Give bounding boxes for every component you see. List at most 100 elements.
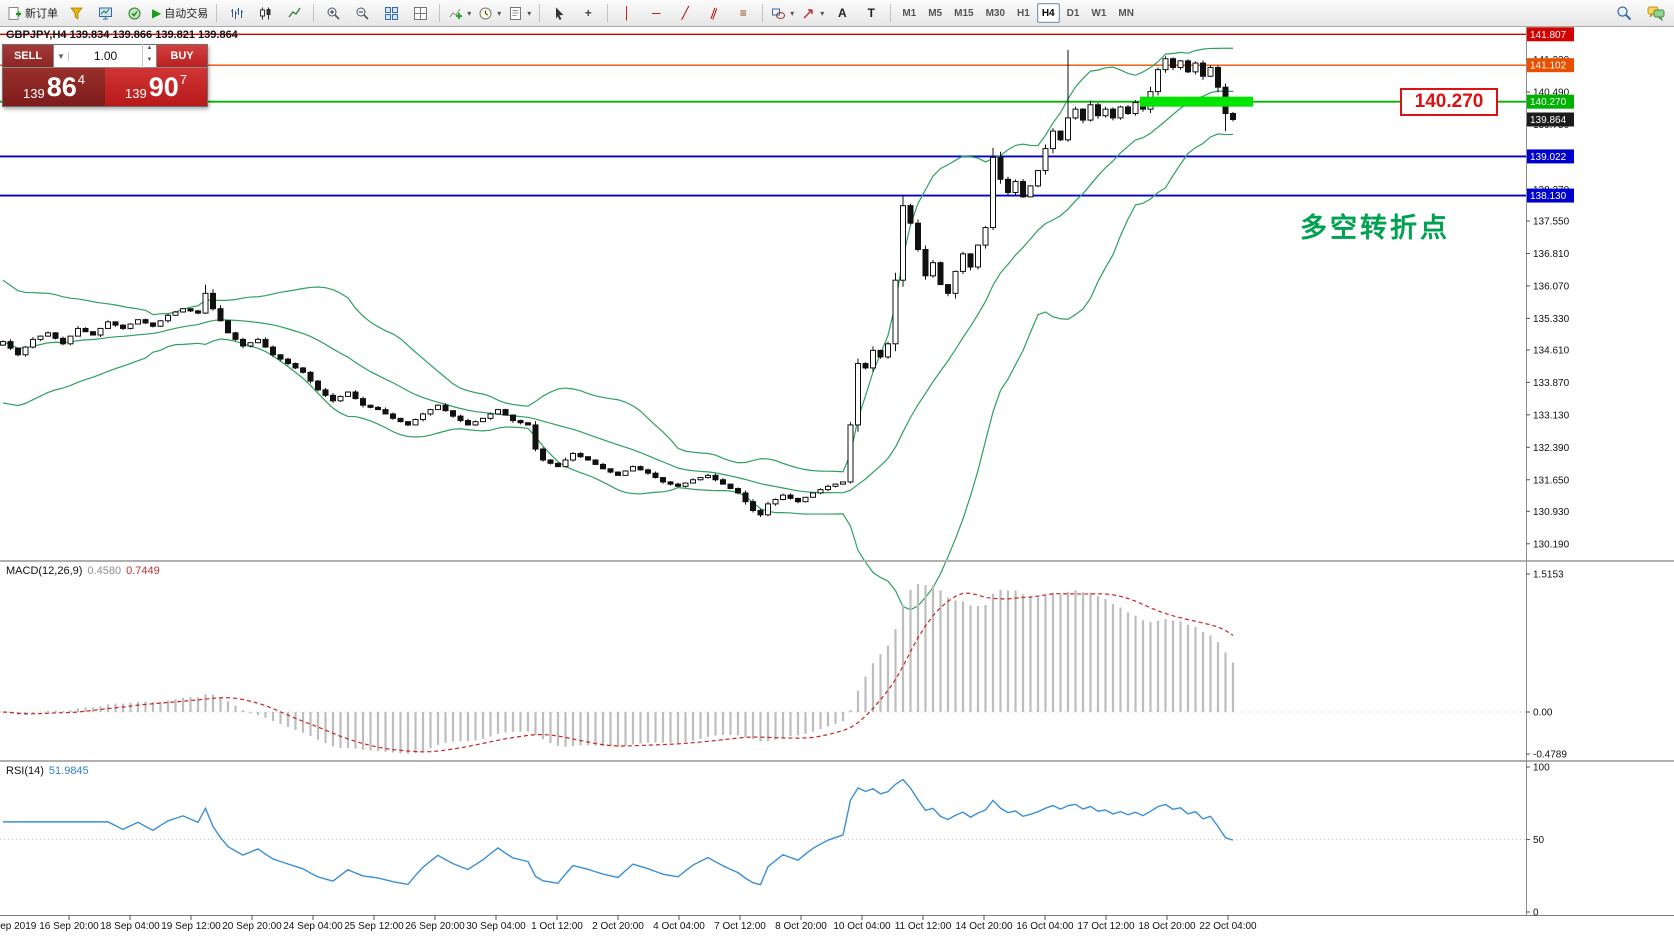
dropdown-arrow-icon: ▾ <box>527 8 532 18</box>
search-button[interactable] <box>1610 3 1638 23</box>
sell-price-box[interactable]: 139 86 4 <box>3 68 105 106</box>
timeframe-button-W1[interactable]: W1 <box>1091 7 1107 19</box>
svg-text:7 Oct 12:00: 7 Oct 12:00 <box>714 921 766 932</box>
arrow-icon <box>803 8 814 19</box>
fibonacci-tool-button[interactable]: ≡ <box>729 3 757 23</box>
svg-text:134.610: 134.610 <box>1533 345 1570 356</box>
crosshair-icon: + <box>584 6 592 20</box>
buy-price-box[interactable]: 139 90 7 <box>105 68 207 106</box>
sell-button[interactable]: SELL <box>3 45 53 67</box>
svg-text:133.870: 133.870 <box>1533 378 1570 389</box>
line-chart-mode-button[interactable] <box>280 3 308 23</box>
svg-text:140.490: 140.490 <box>1533 88 1570 99</box>
timeframe-button-M30[interactable]: M30 <box>985 7 1006 19</box>
sell-price-fraction: 4 <box>77 72 85 87</box>
chart-decorations <box>0 26 1674 916</box>
dropdown-arrow-icon: ▾ <box>467 8 472 18</box>
svg-text:135.330: 135.330 <box>1533 314 1570 325</box>
timeframe-button-M1[interactable]: M1 <box>902 7 917 19</box>
templates-button[interactable]: ▾ <box>505 3 534 23</box>
volume-down-icon[interactable]: ▼ <box>146 57 153 63</box>
svg-text:25 Sep 12:00: 25 Sep 12:00 <box>344 921 404 932</box>
mql5-button[interactable] <box>62 3 90 23</box>
vertical-line-tool-button[interactable]: │ <box>613 3 641 23</box>
rsi-value: 51.9845 <box>48 765 89 777</box>
text-tool-button[interactable]: A <box>828 3 856 23</box>
community-chat-button[interactable] <box>1642 3 1670 23</box>
zoom-in-button[interactable] <box>319 3 347 23</box>
price-tag-139.864 <box>1527 112 1574 127</box>
volume-dropdown-icon[interactable]: ▼ <box>54 51 69 61</box>
timeframe-button-MN[interactable]: MN <box>1118 7 1134 19</box>
bollinger-bands <box>2 47 1234 611</box>
svg-text:1 Oct 12:00: 1 Oct 12:00 <box>531 921 583 932</box>
svg-text:141.807: 141.807 <box>1530 30 1567 41</box>
svg-text:20 Sep 20:00: 20 Sep 20:00 <box>222 921 282 932</box>
trendline-tool-button[interactable]: ╱ <box>671 3 699 23</box>
one-click-trading-panel: SELL ▼ 1.00 ▲ ▼ BUY 139 86 4 139 90 7 <box>2 44 208 107</box>
shapes-tool-button[interactable]: ▾ <box>768 3 797 23</box>
trendline-icon: ╱ <box>681 6 689 20</box>
dropdown-arrow-icon: ▾ <box>790 8 795 18</box>
funnel-icon <box>69 7 83 20</box>
toolbar-separator <box>607 4 609 22</box>
crosshair-tool-button[interactable]: + <box>574 3 602 23</box>
price-tag-138.130 <box>1527 188 1574 203</box>
horizontal-line-tool-button[interactable]: ─ <box>642 3 670 23</box>
svg-text:137.550: 137.550 <box>1533 216 1570 227</box>
chart-ohlc-header: GBPJPY,H4 139.834 139.866 139.821 139.86… <box>6 29 238 41</box>
new-order-button[interactable]: 新订单 <box>4 3 61 23</box>
price-tag-141.102 <box>1527 58 1574 73</box>
svg-text:-0.4789: -0.4789 <box>1533 750 1567 761</box>
bar-chart-mode-button[interactable] <box>222 3 250 23</box>
market-watch-button[interactable] <box>91 3 119 23</box>
toolbar-separator <box>439 4 441 22</box>
tile-windows-button[interactable] <box>377 3 405 23</box>
candlestick-mode-button[interactable] <box>251 3 279 23</box>
price-scale: 141.230140.490139.750139.010138.270137.5… <box>1526 27 1574 550</box>
timeframe-button-M15[interactable]: M15 <box>954 7 974 19</box>
toolbar-right-group <box>1610 3 1670 23</box>
channel-tool-button[interactable]: ∥ <box>700 3 728 23</box>
volume-input[interactable]: 1.00 <box>93 49 118 63</box>
timeframe-button-D1[interactable]: D1 <box>1066 7 1080 19</box>
cursor-tool-button[interactable] <box>545 3 573 23</box>
strategy-tester-button[interactable] <box>120 3 148 23</box>
svg-text:136.070: 136.070 <box>1533 281 1570 292</box>
text-label-tool-button[interactable]: T <box>857 3 885 23</box>
candlestick-icon <box>259 7 271 19</box>
new-order-icon <box>8 6 21 20</box>
svg-text:139.864: 139.864 <box>1530 115 1567 126</box>
svg-text:132.390: 132.390 <box>1533 443 1570 454</box>
auto-arrange-button[interactable] <box>406 3 434 23</box>
autotrading-button[interactable]: ▶ 自动交易 <box>149 3 211 23</box>
horizontal-line-objects[interactable] <box>0 33 1526 197</box>
cursor-icon <box>555 7 564 20</box>
sell-price-bigfigure: 139 <box>23 86 45 101</box>
buy-price-pips: 90 <box>148 71 179 102</box>
buy-button[interactable]: BUY <box>157 45 207 67</box>
timeframe-button-H4[interactable]: H4 <box>1036 3 1060 23</box>
toolbar-separator <box>539 4 541 22</box>
turning-point-annotation[interactable]: 多空转折点 <box>1300 213 1450 243</box>
svg-text:13 Sep 2019: 13 Sep 2019 <box>0 921 37 932</box>
toolbar-separator <box>216 4 218 22</box>
buy-price-fraction: 7 <box>179 72 187 87</box>
support-highlight-rect[interactable] <box>1140 96 1253 107</box>
timeframe-button-H1[interactable]: H1 <box>1017 7 1030 19</box>
price-tag-140.270 <box>1527 94 1574 109</box>
svg-text:141.102: 141.102 <box>1530 61 1567 72</box>
svg-text:131.650: 131.650 <box>1533 475 1570 486</box>
periods-button[interactable]: ▾ <box>475 3 504 23</box>
volume-up-icon[interactable]: ▲ <box>146 45 153 51</box>
text-tool-icon: A <box>837 6 847 20</box>
svg-text:10 Oct 04:00: 10 Oct 04:00 <box>833 921 891 932</box>
indicators-button[interactable]: ▾ <box>445 3 474 23</box>
timeframe-button-M5[interactable]: M5 <box>928 7 943 19</box>
price-callout-box[interactable]: 140.270 <box>1400 88 1498 116</box>
zoom-out-button[interactable] <box>348 3 376 23</box>
arrows-tool-button[interactable]: ▾ <box>798 3 827 23</box>
svg-text:0: 0 <box>1533 908 1539 919</box>
